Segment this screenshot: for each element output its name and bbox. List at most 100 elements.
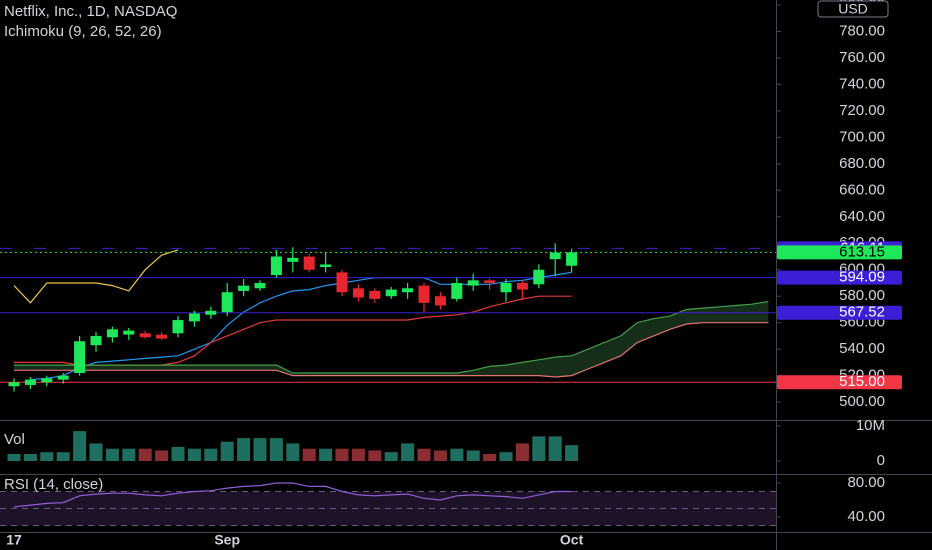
candle-body: [238, 285, 250, 291]
candle-body: [516, 282, 528, 290]
y-tick-label: 580.00: [839, 287, 885, 304]
volume-bar: [23, 453, 37, 461]
y-tick-label: 720.00: [839, 102, 885, 119]
x-tick-label: 17: [6, 532, 22, 548]
currency-box: [817, 0, 889, 18]
indicator-line: [14, 322, 769, 378]
candle-body: [434, 296, 446, 306]
volume-bar: [499, 452, 513, 461]
y-tick-label: 760.00: [839, 49, 885, 66]
chart-title: Netflix, Inc., 1D, NASDAQ: [4, 3, 177, 20]
price-label-box: [777, 270, 902, 285]
candle-body: [484, 280, 496, 283]
indicator-line: [30, 271, 572, 381]
candle-body: [385, 289, 397, 297]
x-tick-label: Sep: [214, 532, 240, 548]
volume-bar: [253, 438, 267, 461]
volume-bar: [171, 446, 185, 461]
volume-bar: [237, 438, 251, 461]
volume-bar: [335, 448, 349, 461]
y-tick-label: 80.00: [847, 474, 885, 491]
volume-bar: [7, 453, 21, 461]
volume-bar: [548, 436, 562, 461]
y-tick-label: 10M: [856, 417, 885, 434]
candle-body: [500, 282, 512, 293]
candle-body: [24, 379, 36, 385]
volume-bar: [351, 448, 365, 461]
price-label-box: [777, 245, 902, 260]
candle-body: [123, 330, 135, 335]
volume-bar: [220, 441, 234, 461]
candle-body: [106, 329, 118, 338]
candle-body: [549, 252, 561, 260]
candle-body: [41, 378, 53, 383]
y-tick-label: 740.00: [839, 75, 885, 92]
volume-bar: [319, 448, 333, 461]
price-label-box: [777, 375, 902, 390]
volume-bar: [56, 452, 70, 461]
price-label: 594.09: [839, 269, 885, 286]
volume-bar: [368, 450, 382, 461]
candle-body: [221, 292, 233, 313]
volume-bar: [565, 445, 579, 461]
candle-body: [139, 333, 151, 338]
ichimoku-cloud: [14, 301, 769, 377]
pane-title: RSI (14, close): [4, 476, 103, 493]
candle-body: [418, 285, 430, 303]
candle-body: [172, 320, 184, 334]
candle-body: [352, 288, 364, 298]
volume-bar: [515, 443, 529, 461]
candle-body: [254, 282, 266, 289]
candle-body: [188, 313, 200, 322]
candle-body: [90, 335, 102, 346]
volume-bar: [122, 448, 136, 461]
y-tick-label: 640.00: [839, 208, 885, 225]
candle-body: [451, 282, 463, 299]
candle-body: [336, 272, 348, 293]
volume-bar: [40, 452, 54, 461]
y-tick-label: 0: [877, 452, 885, 469]
candle-body: [320, 264, 332, 268]
candle-body: [270, 256, 282, 276]
volume-bar: [155, 450, 169, 461]
y-tick-label: 540.00: [839, 340, 885, 357]
y-tick-label: 680.00: [839, 155, 885, 172]
candle-body: [533, 269, 545, 285]
rsi-line: [13, 482, 572, 508]
y-tick-label: 700.00: [839, 128, 885, 145]
volume-bar: [204, 448, 218, 461]
volume-bar: [89, 443, 103, 461]
y-tick-label: 780.00: [839, 22, 885, 39]
volume-bar: [105, 448, 119, 461]
candle-body: [8, 382, 20, 387]
volume-bar: [401, 443, 415, 461]
y-tick-label: 40.00: [847, 508, 885, 525]
volume-bar: [433, 450, 447, 461]
x-tick-label: Oct: [560, 532, 584, 548]
indicator-label: Ichimoku (9, 26, 52, 26): [4, 23, 162, 40]
volume-bar: [483, 453, 497, 461]
candle-body: [566, 252, 578, 266]
volume-bar: [466, 450, 480, 461]
candle-body: [57, 375, 69, 380]
candle-body: [402, 288, 414, 293]
price-label-box: [777, 305, 902, 320]
candle-body: [287, 257, 299, 262]
candle-body: [303, 256, 315, 270]
volume-bar: [302, 448, 316, 461]
y-tick-label: 500.00: [839, 393, 885, 410]
volume-bar: [286, 443, 300, 461]
indicator-line: [13, 249, 179, 304]
candle-body: [369, 290, 381, 299]
currency-label: USD: [838, 1, 868, 17]
volume-bar: [269, 438, 283, 461]
volume-bar: [450, 448, 464, 461]
volume-bar: [73, 431, 87, 461]
indicator-line: [14, 300, 769, 374]
price-label: 613.15: [839, 243, 885, 260]
candle-body: [205, 310, 217, 315]
volume-bar: [187, 448, 201, 461]
price-label: 515.00: [839, 373, 885, 390]
